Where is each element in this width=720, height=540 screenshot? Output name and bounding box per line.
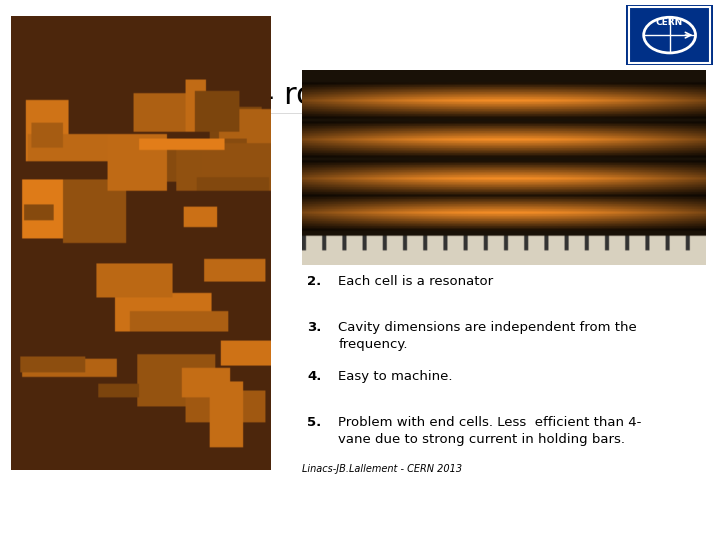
Text: Problem with end cells. Less  efficient than 4-
vane due to strong current in ho: Problem with end cells. Less efficient t…	[338, 416, 642, 446]
Text: Easy to machine.: Easy to machine.	[338, 370, 453, 383]
Text: CERN: CERN	[656, 17, 683, 26]
Text: RFQ: RFQ	[99, 94, 127, 107]
Text: Each cell is a resonator: Each cell is a resonator	[338, 275, 493, 288]
Text: Linacs-JB.Lallement - CERN 2013: Linacs-JB.Lallement - CERN 2013	[302, 464, 462, 474]
Text: 1.: 1.	[307, 229, 322, 242]
Text: 5.: 5.	[307, 416, 322, 429]
Text: 4.: 4.	[307, 370, 322, 383]
Text: 2.: 2.	[307, 275, 322, 288]
FancyBboxPatch shape	[626, 5, 713, 65]
Text: 4 rod-structure: 4 rod-structure	[255, 82, 483, 111]
Text: Cavity dimensions are independent from the
frequency.: Cavity dimensions are independent from t…	[338, 321, 637, 350]
Text: Capacitance between rods, inductance with
holding bars.: Capacitance between rods, inductance wit…	[338, 229, 631, 259]
Text: 3.: 3.	[307, 321, 322, 334]
Text: Basic structures: Basic structures	[99, 77, 212, 90]
